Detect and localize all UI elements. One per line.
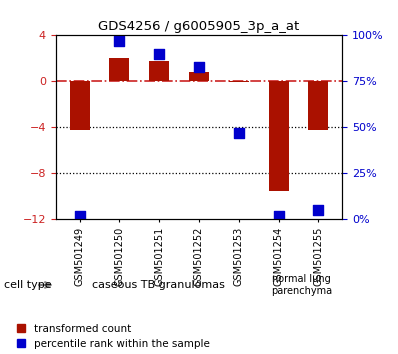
- Bar: [70, 81, 90, 130]
- Point: [156, 51, 162, 57]
- Point: [196, 64, 202, 69]
- Bar: [189, 72, 209, 81]
- Bar: [109, 58, 129, 81]
- Point: [116, 38, 123, 44]
- Text: normal lung
parenchyma: normal lung parenchyma: [271, 274, 332, 296]
- Bar: [269, 81, 289, 191]
- Bar: [308, 81, 328, 130]
- Text: cell type: cell type: [4, 280, 52, 290]
- Bar: [149, 61, 169, 81]
- Point: [275, 213, 282, 219]
- Text: caseous TB granulomas: caseous TB granulomas: [92, 280, 224, 290]
- Point: [236, 130, 242, 136]
- Point: [76, 213, 83, 219]
- Legend: transformed count, percentile rank within the sample: transformed count, percentile rank withi…: [17, 324, 210, 349]
- Bar: [229, 81, 249, 82]
- Point: [315, 207, 322, 213]
- Title: GDS4256 / g6005905_3p_a_at: GDS4256 / g6005905_3p_a_at: [98, 20, 300, 33]
